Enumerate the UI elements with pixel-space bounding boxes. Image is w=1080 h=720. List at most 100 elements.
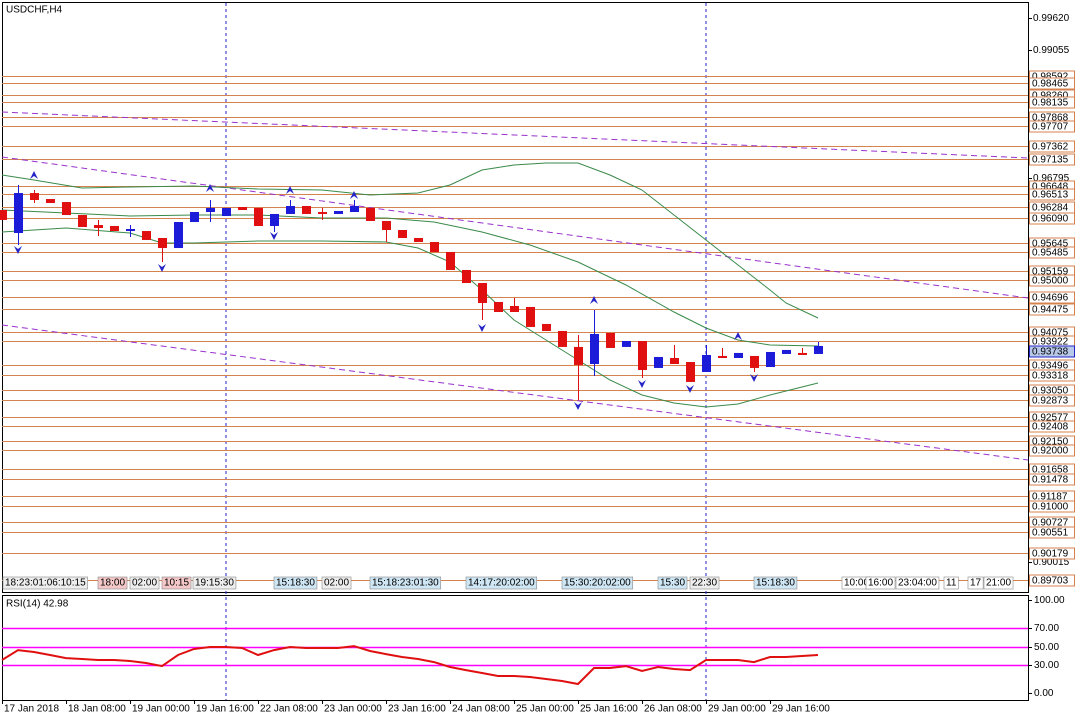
candle-body [446, 251, 455, 270]
level-label: 0.91478 [1032, 475, 1069, 486]
candle-body [638, 341, 647, 370]
level-label: 0.96648 [1032, 182, 1069, 193]
candle-body [414, 237, 423, 243]
time-marker-box [943, 576, 959, 590]
level-label: 0.92408 [1032, 422, 1069, 433]
level-label: 0.96090 [1032, 214, 1069, 225]
candle-body [670, 357, 679, 364]
candle-body [606, 332, 615, 348]
level-label-box [1029, 77, 1075, 90]
time-marker-box [129, 576, 160, 590]
time-marker: 15:18:30 [276, 578, 315, 589]
level-label: 0.89703 [1032, 576, 1069, 587]
x-tick-label: 29 Jan 00:00 [708, 704, 766, 715]
x-tick-label: 18 Jan 08:00 [68, 704, 126, 715]
trend-line [1, 156, 1029, 299]
candle-body [494, 301, 503, 313]
time-marker-box [967, 576, 984, 590]
level-label-box [1029, 369, 1075, 382]
candle-body [542, 323, 551, 331]
time-marker: 17 [970, 578, 982, 589]
y-tick-label: 0.90015 [1033, 557, 1070, 568]
level-label: 0.92150 [1032, 437, 1069, 448]
candle-body [782, 349, 791, 354]
time-marker-box [161, 576, 192, 590]
candle-body [478, 283, 487, 304]
fractal-arrow [270, 232, 278, 240]
level-label: 0.96284 [1032, 203, 1069, 214]
candle-body [142, 231, 151, 240]
candle-body [78, 214, 87, 228]
time-marker: 15:18:30 [756, 578, 795, 589]
candle-body [318, 211, 327, 214]
candle-body [462, 269, 471, 284]
rsi-tick-label: 30.00 [1034, 660, 1059, 671]
time-marker: 18:00 [100, 578, 125, 589]
level-label: 0.91658 [1032, 465, 1069, 476]
candle-body [510, 306, 519, 313]
fractal-arrow [14, 246, 22, 254]
time-marker: 16:00 [868, 578, 893, 589]
x-tick-label: 25 Jan 00:00 [516, 704, 574, 715]
bid-label-box [1029, 345, 1075, 358]
fractal-arrow [590, 296, 598, 304]
level-label: 0.98465 [1032, 79, 1069, 90]
chart-title: USDCHF,H4 [6, 5, 63, 16]
time-marker-box [689, 576, 720, 590]
time-marker-box [273, 576, 318, 590]
candle-body [686, 362, 695, 382]
level-label: 0.98135 [1032, 98, 1069, 109]
level-label: 0.98592 [1032, 72, 1069, 83]
level-label: 0.97707 [1032, 122, 1069, 133]
rsi-tick-label: 100.00 [1034, 595, 1065, 606]
level-label-box [1029, 444, 1075, 457]
x-tick-label: 23 Jan 16:00 [388, 704, 446, 715]
candle-body [286, 205, 295, 214]
level-label: 0.95159 [1032, 267, 1069, 278]
fractal-arrow [286, 186, 294, 194]
candle-body [206, 207, 215, 212]
bollinger-band [1, 162, 819, 319]
level-label-box [1029, 420, 1075, 433]
level-label: 0.94475 [1032, 305, 1069, 316]
level-label: 0.95000 [1032, 276, 1069, 287]
fractal-arrow [574, 402, 582, 410]
x-tick-label: 19 Jan 16:00 [196, 704, 254, 715]
level-label: 0.92873 [1032, 396, 1069, 407]
level-label: 0.91000 [1032, 502, 1069, 513]
x-tick-label: 23 Jan 00:00 [324, 704, 382, 715]
level-label-box [1029, 188, 1075, 201]
candle-body [366, 207, 375, 221]
level-label-box [1029, 120, 1075, 133]
fractal-arrow [478, 324, 486, 332]
x-tick-label: 17 Jan 2018 [4, 704, 59, 715]
level-label: 0.95645 [1032, 239, 1069, 250]
time-marker: 02:00 [132, 578, 157, 589]
candle-body [398, 230, 407, 238]
time-marker-box [657, 576, 688, 590]
level-label: 0.94075 [1032, 328, 1069, 339]
level-label-box [1029, 246, 1075, 259]
candle-body [126, 228, 135, 232]
level-label-box [1029, 212, 1075, 225]
candle-body [590, 333, 599, 364]
time-marker: 11 [946, 578, 957, 589]
x-tick-label: 25 Jan 16:00 [580, 704, 638, 715]
level-label: 0.94696 [1032, 293, 1069, 304]
fractal-arrow [30, 171, 38, 179]
time-marker-box [865, 576, 896, 590]
time-marker: 14:17:20:02:00 [468, 578, 535, 589]
trend-line [1, 324, 1029, 461]
x-tick-label: 26 Jan 08:00 [644, 704, 702, 715]
candle-body [190, 211, 199, 223]
level-label: 0.90727 [1032, 518, 1069, 529]
level-label-box [1029, 153, 1075, 166]
level-label: 0.93922 [1032, 337, 1069, 348]
candle-body [350, 205, 359, 212]
level-label-box [1029, 96, 1075, 109]
time-marker-box [465, 576, 538, 590]
candle-body [158, 237, 167, 249]
x-tick-label: 29 Jan 16:00 [772, 704, 830, 715]
candle-body [430, 242, 439, 252]
